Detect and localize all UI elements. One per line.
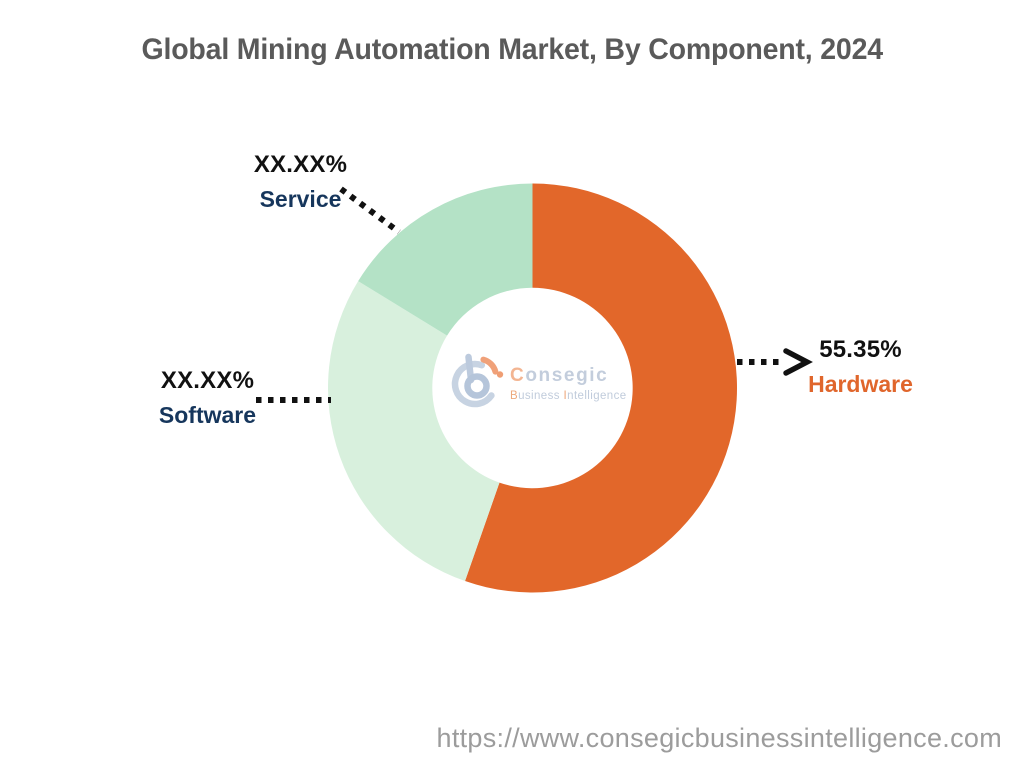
- donut-slices: [328, 183, 738, 593]
- donut-slice-software: [328, 281, 500, 582]
- consegic-logo-text: Consegic Business Intelligence: [510, 365, 627, 402]
- donut-slice-service: [358, 183, 533, 336]
- logo-brand-rest: onsegic: [525, 365, 609, 386]
- page-title: Global Mining Automation Market, By Comp…: [0, 33, 1024, 67]
- logo-brand-initial: C: [510, 365, 526, 386]
- logo-sub-i: I: [563, 390, 568, 402]
- consegic-logo: Consegic Business Intelligence: [448, 348, 626, 418]
- arrow-head-icon: [783, 348, 813, 376]
- software-value: XX.XX%: [160, 367, 255, 394]
- donut-slice-hardware: [465, 183, 738, 593]
- logo-sub-usiness: usiness: [518, 390, 560, 402]
- service-label: Service: [259, 186, 342, 212]
- logo-orange-dot: [496, 371, 504, 378]
- connector-line-service: [339, 186, 401, 235]
- callout-connectors: [256, 186, 813, 403]
- callout-software: XX.XX% Software: [135, 369, 280, 427]
- service-value: XX.XX%: [253, 151, 348, 178]
- logo-brand-name: Consegic: [510, 365, 627, 387]
- logo-b-bowl: [464, 373, 490, 399]
- website-url: https://www.consegicbusinessintelligence…: [436, 723, 1002, 753]
- logo-sub-ntelligence: ntelligence: [567, 390, 627, 402]
- logo-subtitle: Business Intelligence: [510, 390, 627, 402]
- callout-hardware: 55.35% Hardware: [788, 338, 933, 396]
- hardware-value: 55.35%: [819, 336, 902, 363]
- consegic-logo-mark: [451, 353, 504, 408]
- logo-sub-b: B: [510, 390, 519, 402]
- logo-orange-arc: [480, 356, 499, 375]
- software-label: Software: [158, 402, 257, 428]
- hardware-label: Hardware: [808, 371, 913, 397]
- page-title-text: Global Mining Automation Market, By Comp…: [141, 33, 883, 66]
- callout-service: XX.XX% Service: [228, 153, 373, 211]
